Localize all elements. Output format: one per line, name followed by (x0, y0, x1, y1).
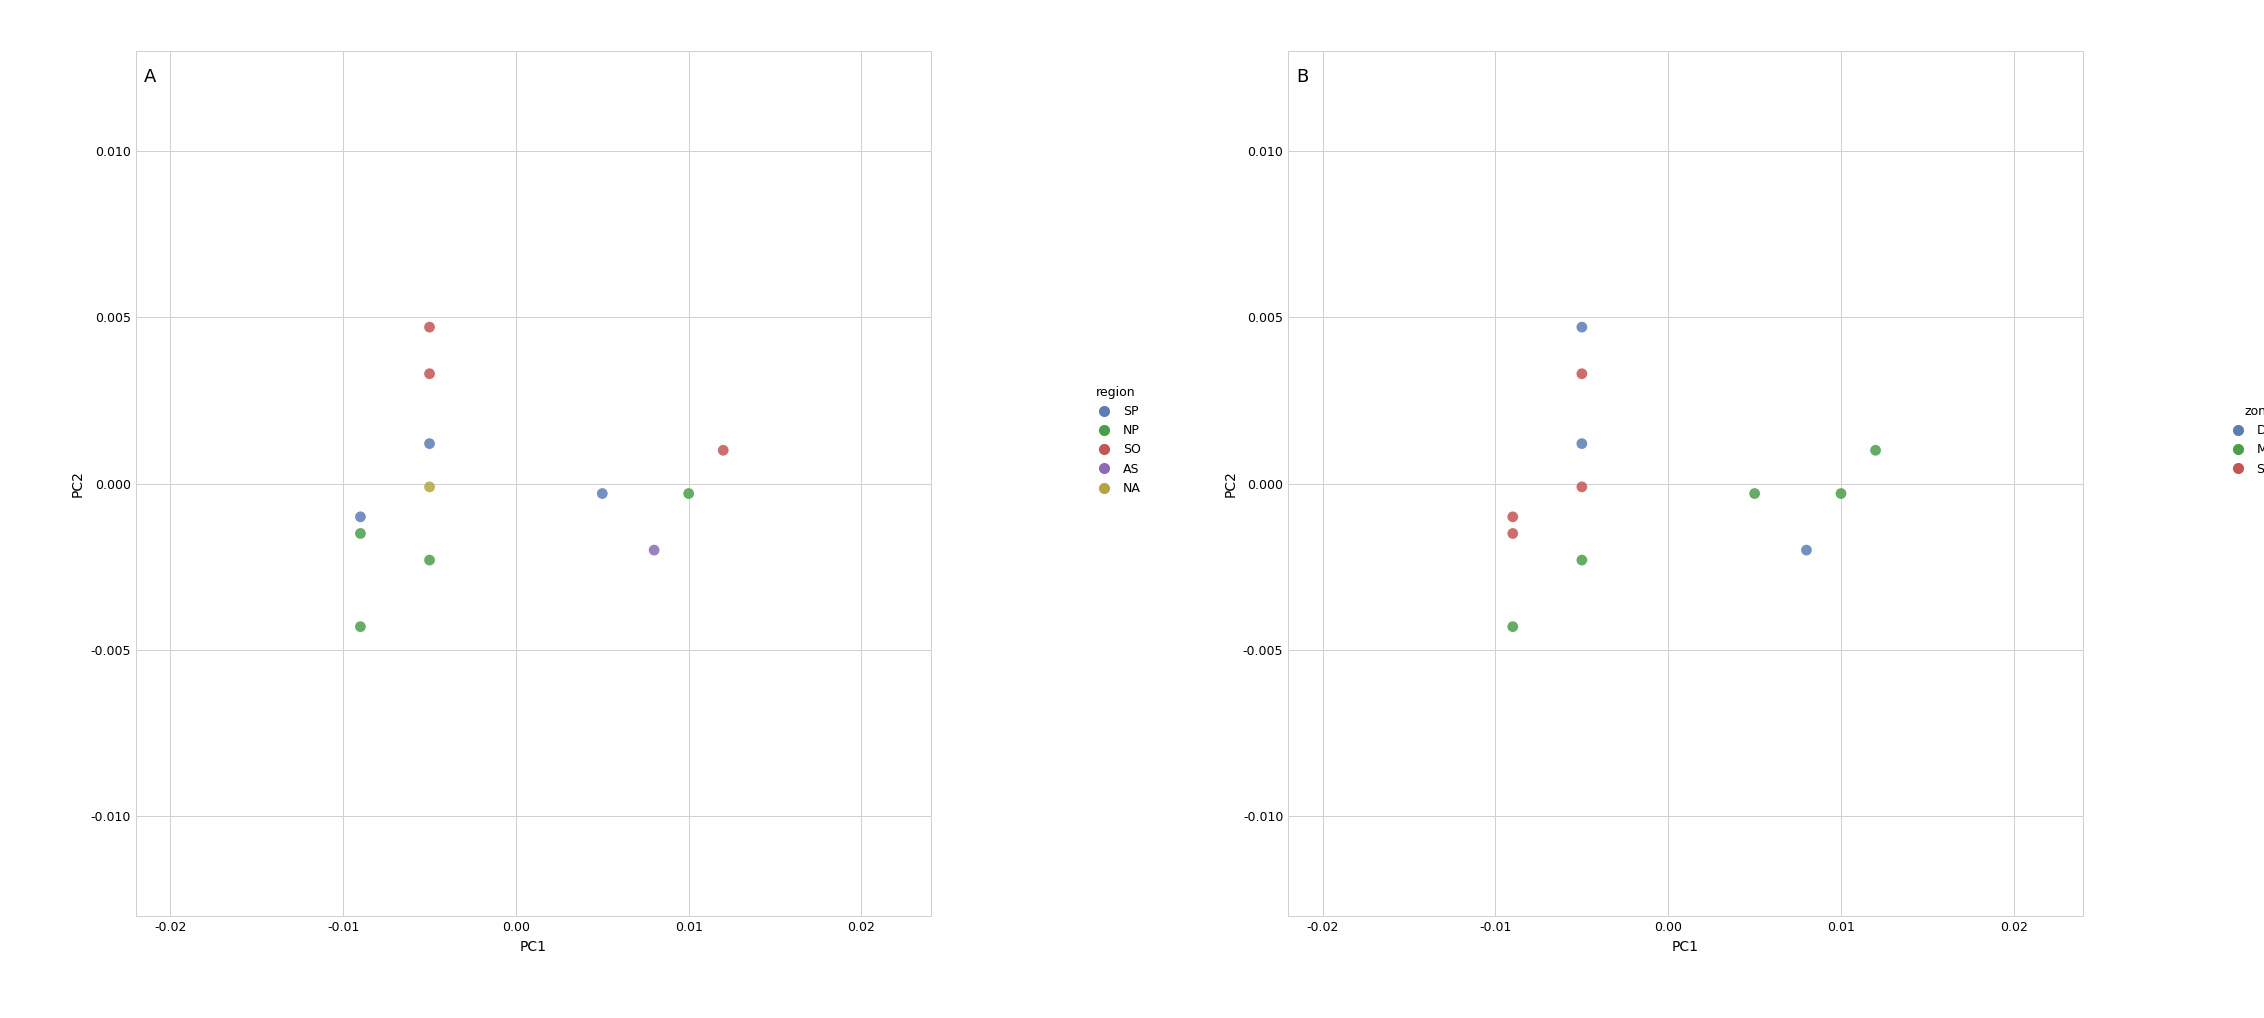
Point (342, 619, 378, 635)
Point (1564, 552, 1601, 568)
Point (1564, 365, 1601, 382)
Point (1564, 478, 1601, 495)
Text: B: B (1295, 68, 1309, 87)
Point (412, 478, 448, 495)
Point (342, 509, 378, 525)
Point (1494, 619, 1530, 635)
Point (342, 525, 378, 542)
Point (1494, 509, 1530, 525)
Point (1823, 486, 1859, 502)
Legend: SP, NP, SO, AS, NA: SP, NP, SO, AS, NA (1084, 380, 1148, 501)
Point (1494, 525, 1530, 542)
Point (704, 442, 740, 458)
Text: A: A (145, 68, 156, 87)
Point (412, 436, 448, 452)
X-axis label: PC1: PC1 (521, 940, 546, 954)
Point (412, 552, 448, 568)
X-axis label: PC1: PC1 (1673, 940, 1698, 954)
Point (1564, 436, 1601, 452)
Point (412, 365, 448, 382)
Point (584, 486, 620, 502)
Y-axis label: PC2: PC2 (1223, 470, 1236, 497)
Point (1564, 319, 1601, 335)
Point (636, 542, 672, 558)
Legend: DCM, MESO, SURF: DCM, MESO, SURF (2219, 399, 2264, 482)
Point (1856, 442, 1893, 458)
Point (412, 319, 448, 335)
Y-axis label: PC2: PC2 (70, 470, 86, 497)
Point (670, 486, 706, 502)
Point (1789, 542, 1825, 558)
Point (1736, 486, 1773, 502)
